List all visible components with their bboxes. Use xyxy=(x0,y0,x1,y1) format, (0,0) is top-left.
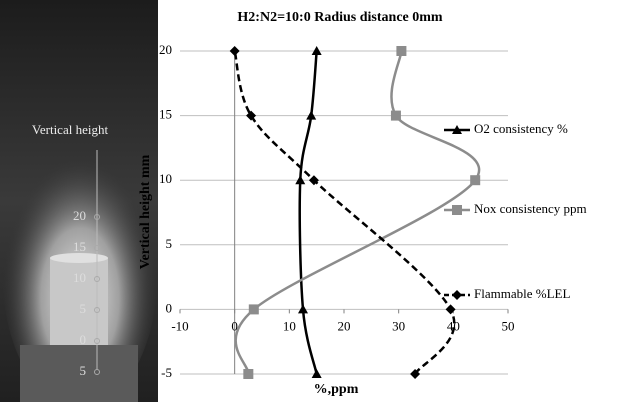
marker xyxy=(298,304,308,314)
marker xyxy=(390,110,401,121)
marker xyxy=(311,369,322,378)
legend-label: O2 consistency % xyxy=(474,121,568,136)
marker xyxy=(396,46,407,56)
y-tick-label: 15 xyxy=(159,107,172,122)
y-tick-label: 20 xyxy=(159,42,172,57)
legend-label: Nox consistency ppm xyxy=(474,201,587,216)
chart-title: H2:N2=10:0 Radius distance 0mm xyxy=(237,10,442,25)
tube-top xyxy=(50,253,108,263)
photo-scale-label: 0 xyxy=(80,332,87,347)
marker xyxy=(229,46,240,56)
x-tick-label: 20 xyxy=(338,318,351,333)
photo-scale-label: 5 xyxy=(80,363,87,378)
photo-scale-dot xyxy=(94,245,100,251)
marker xyxy=(308,175,319,186)
legend-label: Flammable %LEL xyxy=(474,286,570,301)
marker xyxy=(445,304,456,315)
marker xyxy=(243,369,254,379)
series-line xyxy=(233,50,456,375)
photo-scale-label: 15 xyxy=(73,239,86,254)
marker xyxy=(246,110,257,121)
x-tick-label: 30 xyxy=(392,318,405,333)
y-tick-label: 10 xyxy=(159,171,172,186)
tube xyxy=(50,258,108,348)
photo-scale-label: 5 xyxy=(80,301,87,316)
y-tick-label: -5 xyxy=(161,365,172,380)
photo-scale-dot xyxy=(94,338,100,344)
x-axis-title: %,ppm xyxy=(314,382,359,397)
marker xyxy=(470,175,481,186)
legend-marker xyxy=(452,125,462,134)
series-line xyxy=(298,50,318,375)
marker xyxy=(311,46,322,55)
photo-scale-dot xyxy=(94,214,100,220)
y-tick-label: 0 xyxy=(166,300,173,315)
marker xyxy=(248,304,259,315)
x-tick-label: 0 xyxy=(231,318,238,333)
y-axis-title: Vertical height mm xyxy=(138,154,153,269)
photo-scale-label: 10 xyxy=(73,270,86,285)
photo: Vertical height xyxy=(0,0,158,402)
legend-marker xyxy=(452,290,462,300)
marker xyxy=(295,175,306,185)
photo-scale-dot xyxy=(94,276,100,282)
photo-label: Vertical height xyxy=(32,122,109,137)
marker xyxy=(410,369,421,379)
photo-scale-label: 20 xyxy=(73,208,86,223)
series-line xyxy=(234,50,480,375)
y-tick-label: 5 xyxy=(166,236,173,251)
x-tick-label: 50 xyxy=(502,318,515,333)
x-tick-label: 40 xyxy=(447,318,460,333)
marker xyxy=(306,110,317,120)
legend-marker xyxy=(452,205,462,215)
x-tick-label: -10 xyxy=(171,318,188,333)
photo-scale-dot xyxy=(94,307,100,313)
x-tick-label: 10 xyxy=(283,318,296,333)
burner-base xyxy=(20,345,138,402)
photo-scale-dot xyxy=(94,369,100,375)
